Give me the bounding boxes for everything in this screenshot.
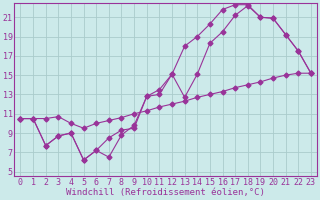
- X-axis label: Windchill (Refroidissement éolien,°C): Windchill (Refroidissement éolien,°C): [66, 188, 265, 197]
